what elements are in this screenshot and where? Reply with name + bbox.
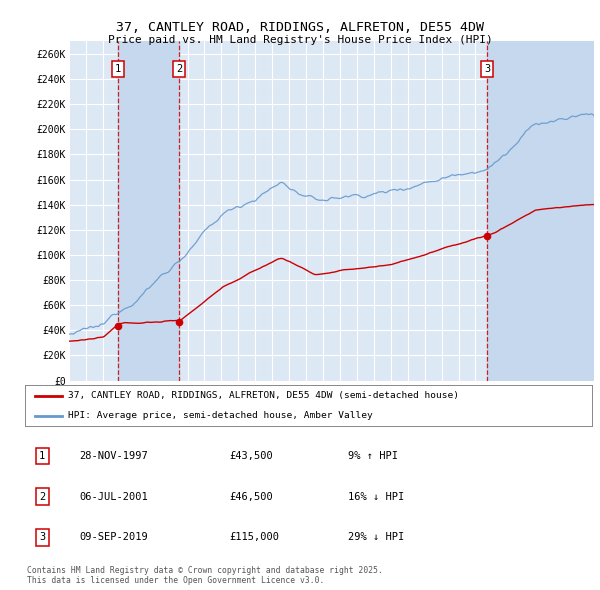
Text: Price paid vs. HM Land Registry's House Price Index (HPI): Price paid vs. HM Land Registry's House … [107,35,493,45]
Text: 37, CANTLEY ROAD, RIDDINGS, ALFRETON, DE55 4DW (semi-detached house): 37, CANTLEY ROAD, RIDDINGS, ALFRETON, DE… [68,391,459,401]
Text: HPI: Average price, semi-detached house, Amber Valley: HPI: Average price, semi-detached house,… [68,411,373,420]
Text: 09-SEP-2019: 09-SEP-2019 [79,532,148,542]
Text: 3: 3 [39,532,46,542]
Bar [118,41,179,381]
Text: £43,500: £43,500 [229,451,273,461]
Text: 2: 2 [39,491,46,502]
Text: £115,000: £115,000 [229,532,280,542]
Text: 06-JUL-2001: 06-JUL-2001 [79,491,148,502]
Text: 29% ↓ HPI: 29% ↓ HPI [349,532,404,542]
Text: 3: 3 [484,64,490,74]
Text: 16% ↓ HPI: 16% ↓ HPI [349,491,404,502]
Text: 2: 2 [176,64,182,74]
Bar [487,41,594,381]
Text: 1: 1 [39,451,46,461]
Text: 28-NOV-1997: 28-NOV-1997 [79,451,148,461]
Text: 9% ↑ HPI: 9% ↑ HPI [349,451,398,461]
Text: Contains HM Land Registry data © Crown copyright and database right 2025.
This d: Contains HM Land Registry data © Crown c… [27,566,383,585]
Text: 1: 1 [115,64,121,74]
Text: 37, CANTLEY ROAD, RIDDINGS, ALFRETON, DE55 4DW: 37, CANTLEY ROAD, RIDDINGS, ALFRETON, DE… [116,21,484,34]
Text: £46,500: £46,500 [229,491,273,502]
